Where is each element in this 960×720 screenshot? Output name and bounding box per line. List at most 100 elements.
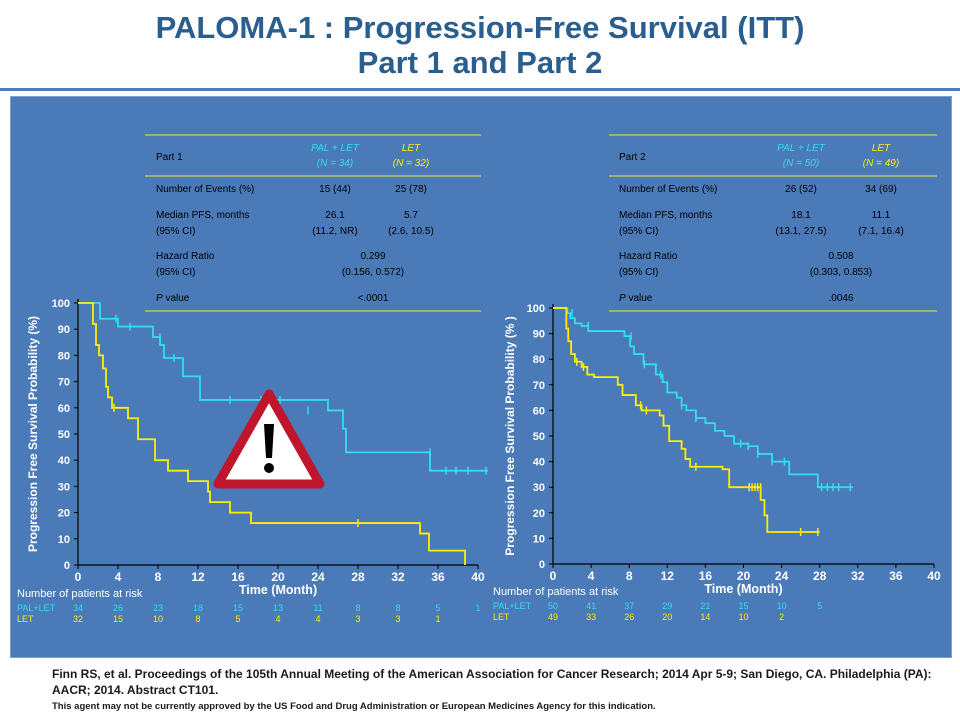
at-risk-value: 14 [700,612,710,622]
at-risk-value: 8 [355,603,360,613]
at-risk-value: 5 [235,614,240,624]
y-tick-label: 20 [533,508,545,520]
x-tick-label: 0 [550,569,557,583]
at-risk-value: 5 [817,601,822,611]
table-header-pal-let: (N = 34) [317,158,353,169]
at-risk-value: 34 [73,603,83,613]
at-risk-title: Number of patients at risk [493,586,619,598]
y-tick-label: 80 [533,354,545,366]
y-tick-label: 70 [533,380,545,392]
exclamation-dot [264,463,274,473]
at-risk-value: 29 [662,601,672,611]
y-tick-label: 0 [539,559,545,571]
x-tick-label: 12 [661,569,675,583]
at-risk-value: 18 [193,603,203,613]
x-axis-label: Time (Month) [239,583,317,597]
table-header-let: (N = 32) [393,158,429,169]
y-tick-label: 90 [533,329,545,341]
x-tick-label: 40 [927,569,941,583]
y-tick-label: 80 [58,350,70,362]
exclamation-bar [264,424,274,458]
y-tick-label: 0 [64,560,70,572]
y-tick-label: 40 [533,457,545,469]
at-risk-value: 13 [273,603,283,613]
table-cell-let: 34 (69) [865,184,897,195]
x-axis-label: Time (Month) [704,582,782,596]
x-tick-label: 16 [231,570,245,584]
at-risk-value: 33 [586,612,596,622]
at-risk-value: 5 [435,603,440,613]
at-risk-value: 1 [475,603,480,613]
table-cell-merged: 0.299 [360,251,385,262]
km-chart-2: 0 10 20 30 40 50 60 70 80 90 100 0 4 8 12 16 20 24 28 32 36 4… [493,134,941,622]
y-tick-label: 30 [58,481,70,493]
at-risk-label: LET [493,612,510,622]
table-cell-pal-let: (13.1, 27.5) [775,226,826,237]
at-risk-value: 26 [113,603,123,613]
table-header-label: Part 2 [619,152,646,163]
x-tick-label: 8 [626,569,633,583]
citation: Finn RS, et al. Proceedings of the 105th… [52,667,932,697]
table-cell-let: (2.6, 10.5) [388,226,434,237]
slide-title: PALOMA-1 : Progression-Free Survival (IT… [0,10,960,80]
at-risk-value: 20 [662,612,672,622]
at-risk-label: PAL+LET [17,603,56,613]
title-line-2: Part 1 and Part 2 [357,45,603,80]
x-tick-label: 12 [191,570,205,584]
summary-table: Part 2 PAL + LET (N = 50) LET (N = 49) Number… [609,134,937,312]
table-header-let: LET [402,143,421,154]
table-header-pal-let: (N = 50) [783,158,819,169]
at-risk-title: Number of patients at risk [17,588,143,600]
km-curve-let [553,307,820,533]
x-tick-label: 24 [775,569,789,583]
x-tick-label: 28 [351,570,365,584]
y-axis-label: Progression Free Survival Probability (%… [26,316,40,552]
y-tick-label: 10 [58,534,70,546]
y-tick-label: 60 [533,405,545,417]
summary-table: Part 1 PAL + LET (N = 34) LET (N = 32) Number… [145,134,481,312]
y-tick-label: 90 [58,324,70,336]
table-header-pal-let: PAL + LET [311,143,360,154]
x-tick-label: 40 [471,570,485,584]
at-risk-value: 3 [395,614,400,624]
y-tick-label: 100 [527,303,545,315]
x-tick-label: 4 [115,570,122,584]
y-tick-label: 20 [58,508,70,520]
table-cell-merged: 0.508 [828,251,853,262]
at-risk-value: 3 [355,614,360,624]
x-tick-label: 32 [391,570,405,584]
y-tick-label: 40 [58,455,70,467]
table-cell-pal-let: 26 (52) [785,184,817,195]
y-tick-label: 30 [533,482,545,494]
at-risk-value: 37 [624,601,634,611]
at-risk-value: 21 [700,601,710,611]
table-cell-merged: (0.156, 0.572) [342,267,404,278]
at-risk-value: 8 [395,603,400,613]
table-cell-pal-let: 26.1 [325,210,345,221]
at-risk-value: 50 [548,601,558,611]
table-row-label: Median PFS, months [619,210,712,221]
at-risk-table: Number of patients at risk PAL+LET 50 41 37 2… [493,586,822,622]
table-row-label: Number of Events (%) [156,184,254,195]
at-risk-value: 41 [586,601,596,611]
table-header-label: Part 1 [156,152,183,163]
x-tick-label: 4 [588,569,595,583]
y-tick-label: 50 [533,431,545,443]
x-tick-label: 24 [311,570,325,584]
at-risk-value: 10 [777,601,787,611]
at-risk-value: 4 [315,614,320,624]
at-risk-label: PAL+LET [493,601,532,611]
title-line-1: PALOMA-1 : Progression-Free Survival (IT… [155,10,805,45]
disclaimer: This agent may not be currently approved… [52,701,656,712]
at-risk-value: 10 [153,614,163,624]
y-axis-label: Progression Free Survival Probability (%… [503,316,517,555]
at-risk-value: 15 [738,601,748,611]
x-tick-label: 36 [431,570,445,584]
at-risk-value: 2 [779,612,784,622]
at-risk-value: 15 [233,603,243,613]
y-tick-label: 50 [58,429,70,441]
table-row-label: (95% CI) [619,267,658,278]
table-row-label: Hazard Ratio [156,251,215,262]
